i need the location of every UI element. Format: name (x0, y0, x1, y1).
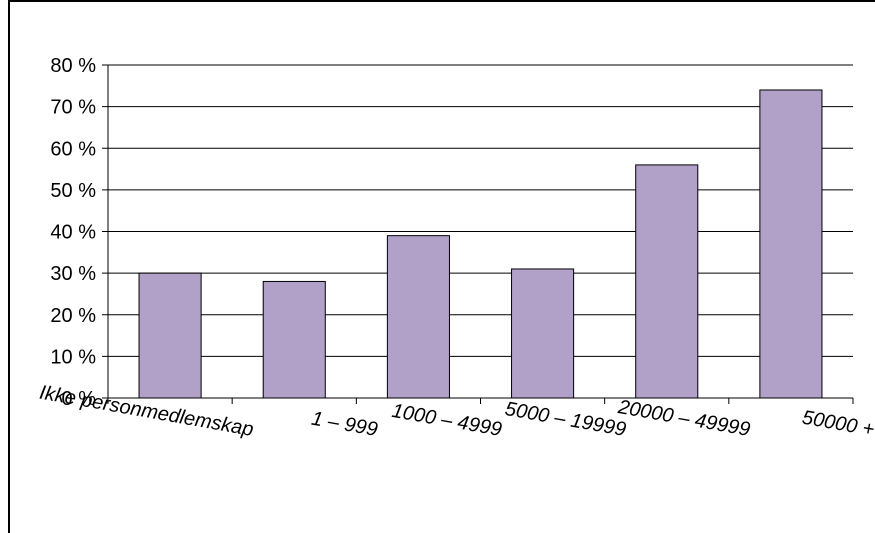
x-tick-label: 1000 – 4999 (390, 400, 503, 441)
x-tick-label: 20000 – 49999 (616, 396, 752, 441)
y-tick-label: 20 % (50, 305, 96, 327)
y-tick-label: 0 % (62, 388, 97, 410)
y-tick-label: 70 % (50, 97, 96, 119)
y-tick-label: 10 % (50, 346, 96, 368)
y-tick-label: 50 % (50, 180, 96, 202)
x-tick-label: 1 – 999 (310, 408, 380, 441)
bar-4 (635, 164, 699, 399)
bar-0 (138, 272, 202, 399)
bar-5 (759, 89, 823, 399)
y-tick-label: 60 % (50, 138, 96, 160)
axes (102, 64, 854, 404)
x-tick-label: 50000 + (800, 407, 875, 441)
x-tick-label: 5000 – 19999 (503, 398, 627, 441)
bar-1 (262, 280, 326, 399)
chart-border (8, 0, 875, 533)
gridlines (108, 64, 853, 357)
y-tick-label: 40 % (50, 222, 96, 244)
y-tick-label: 80 % (50, 55, 96, 77)
y-tick-label: 30 % (50, 263, 96, 285)
bars (138, 89, 823, 399)
bar-2 (386, 235, 450, 399)
y-tick-labels: 0 % 10 % 20 % 30 % 40 % 50 % 60 % 70 % 80 % (50, 55, 96, 410)
bar-3 (511, 268, 575, 399)
